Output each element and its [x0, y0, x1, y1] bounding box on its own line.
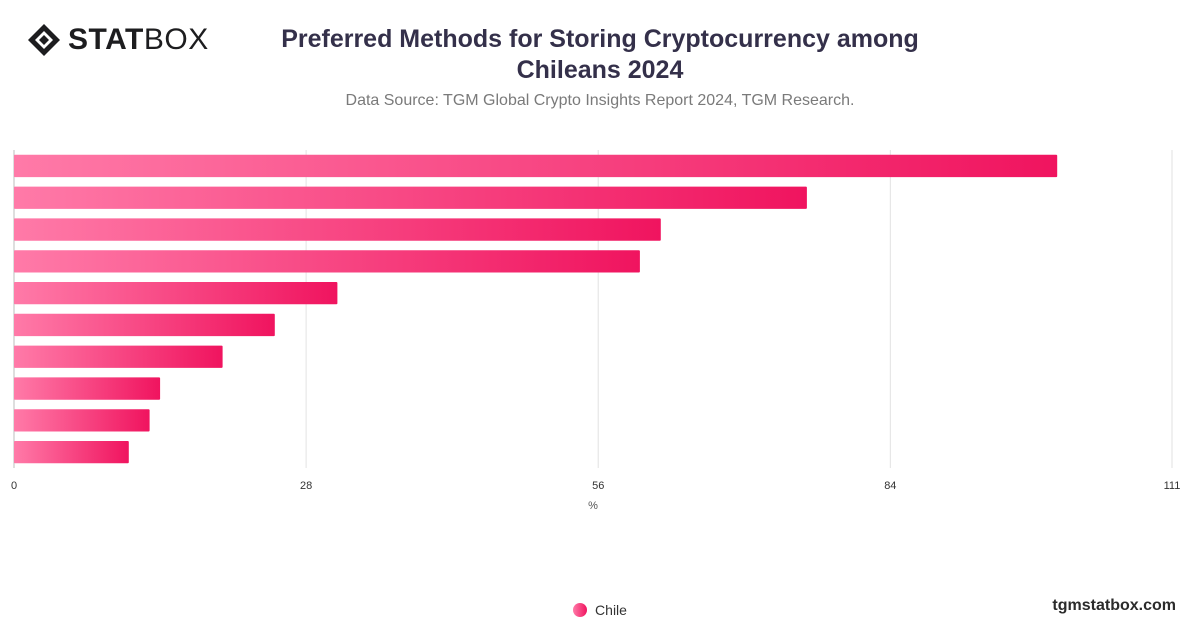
bar[interactable] [14, 282, 338, 305]
diamond-logo-icon [28, 24, 60, 56]
legend-marker-icon [573, 603, 588, 617]
bar-chart: 0 28 56 84 111 % [11, 150, 1180, 512]
logo-text-light: BOX [143, 23, 209, 56]
chart-subtitle: Data Source: TGM Global Crypto Insights … [345, 92, 855, 109]
bar[interactable] [14, 441, 129, 464]
x-axis-ticks: 0 28 56 84 111 [11, 480, 1180, 492]
logo-text: STATBOX [68, 23, 209, 57]
x-tick-label: 56 [592, 480, 604, 492]
bar[interactable] [14, 154, 1058, 178]
bar[interactable] [14, 250, 640, 273]
bar[interactable] [14, 313, 275, 337]
logo-text-bold: STAT [68, 23, 144, 56]
brand-url: tgmstatbox.com [1052, 597, 1176, 614]
x-tick-label: 28 [300, 480, 312, 492]
x-tick-label: 84 [884, 480, 896, 492]
bar[interactable] [14, 186, 807, 209]
bar[interactable] [14, 218, 661, 241]
x-tick-label: 0 [11, 480, 17, 492]
x-axis-label: % [588, 500, 598, 512]
logo: STATBOX [26, 22, 209, 58]
x-tick-label: 111 [1164, 480, 1181, 492]
bar[interactable] [14, 345, 223, 368]
bar[interactable] [14, 409, 150, 432]
chart-title: Preferred Methods for Storing Cryptocurr… [281, 25, 919, 84]
bar[interactable] [14, 377, 161, 400]
legend[interactable]: Chile [0, 602, 1200, 618]
bars [14, 154, 1058, 464]
legend-label: Chile [595, 602, 627, 618]
